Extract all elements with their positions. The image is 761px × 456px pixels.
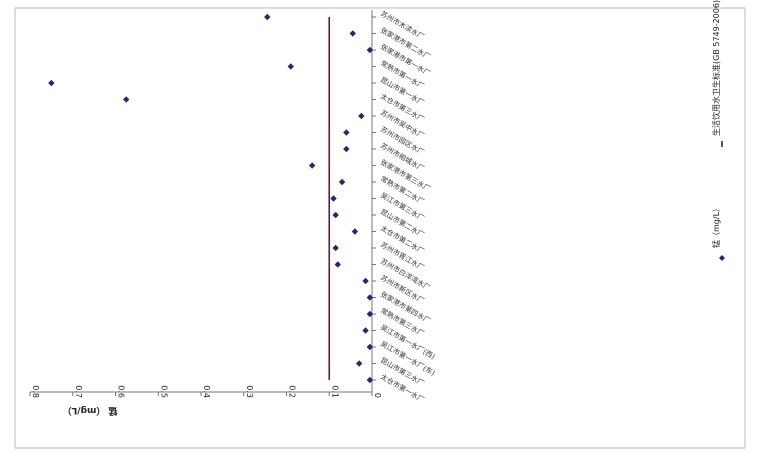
legend-marker-points: [719, 255, 725, 261]
value-tick-label: 0.3: [245, 385, 254, 398]
data-point: [343, 129, 350, 136]
data-point: [351, 228, 359, 235]
data-point: [48, 79, 55, 87]
data-point: [366, 294, 374, 301]
data-point: [308, 162, 316, 169]
data-point: [330, 195, 337, 202]
value-tick-label: 0.7: [74, 385, 83, 398]
data-point: [287, 63, 294, 70]
value-tick-label: 0.1: [330, 385, 339, 398]
data-point: [332, 244, 339, 252]
data-point: [362, 277, 369, 285]
value-tick-label: 0.4: [202, 385, 211, 398]
legend-label-points: 锰（mg/L）: [711, 204, 721, 248]
data-point: [358, 112, 365, 120]
value-tick-label: 0.6: [117, 385, 126, 398]
value-tick-label: 0.8: [31, 385, 40, 398]
data-point: [366, 310, 374, 318]
data-point: [264, 13, 271, 21]
data-point: [366, 343, 374, 351]
plot-layer: 0 0.1 0.2 0.3 0.4 0.5 0.6 0.7 0.8: [29, 10, 382, 398]
data-point: [362, 327, 369, 334]
data-point: [338, 178, 346, 186]
data-point: [343, 145, 350, 153]
data-point: [332, 211, 339, 219]
data-point: [122, 96, 130, 103]
data-point: [349, 30, 356, 37]
data-point: [334, 261, 341, 268]
legend-label-standard: 生活饮用水卫生标准(GB 5749-2006): [711, 0, 721, 136]
value-tick-label: 0.5: [159, 385, 168, 398]
chart-border: [14, 7, 746, 449]
data-point: [366, 46, 374, 54]
data-point: [366, 376, 374, 384]
data-point: [355, 360, 363, 367]
y-axis-title: 锰 （mg/L）: [63, 405, 118, 417]
legend: 锰（mg/L） 生活饮用水卫生标准(GB 5749-2006): [711, 0, 725, 261]
value-tick-label: 0.2: [288, 385, 297, 398]
value-tick-label: 0: [373, 393, 382, 398]
